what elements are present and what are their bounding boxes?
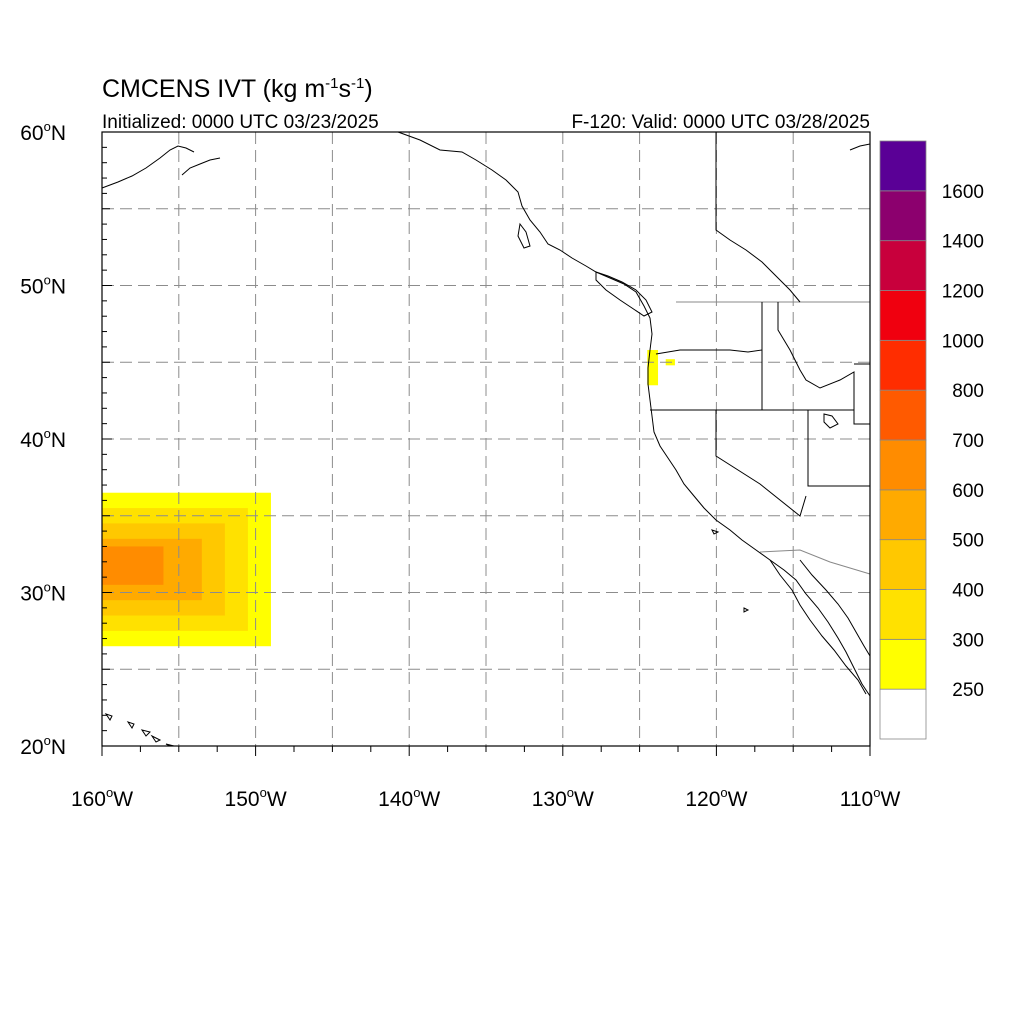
ca-nv-border xyxy=(715,410,807,517)
lat-label: 20oN xyxy=(20,733,66,759)
lat-label: 60oN xyxy=(20,119,66,145)
colorbar-swatch xyxy=(879,389,927,441)
lon-label: 140oW xyxy=(378,785,440,811)
longitude-labels: 160oW 150oW 140oW 130oW 120oW 110oW xyxy=(71,785,901,811)
hudson-fragment xyxy=(849,143,871,151)
colorbar-swatch xyxy=(879,190,927,242)
haida-gwaii xyxy=(517,222,531,249)
colorbar-label: 300 xyxy=(952,630,984,651)
colorbar-label: 1200 xyxy=(942,282,984,303)
lon-label: 130oW xyxy=(532,785,594,811)
ivt-region-4 xyxy=(102,546,164,585)
colorbar-label: 1400 xyxy=(942,232,984,253)
colorbar-label: 800 xyxy=(952,381,984,402)
west-coast-line xyxy=(397,131,871,697)
initialized-label: Initialized: 0000 UTC 03/23/2025 xyxy=(102,112,379,133)
hawaii-islands xyxy=(104,713,175,747)
coastlines xyxy=(101,131,871,747)
colorbar-swatch xyxy=(879,339,927,391)
colorbar-label: 500 xyxy=(952,531,984,552)
colorbar-swatch xyxy=(879,240,927,291)
figure-title: CMCENS IVT (kg m-1s-1) xyxy=(102,75,373,103)
colorbar-label: 1000 xyxy=(942,331,984,352)
valid-time-label: F-120: Valid: 0000 UTC 03/28/2025 xyxy=(571,112,870,133)
or-ca-border xyxy=(650,409,870,425)
colorbar-swatch xyxy=(879,589,927,640)
political-borders xyxy=(650,132,871,575)
nv-ut-az-border xyxy=(807,410,870,487)
great-salt-lake xyxy=(823,413,839,429)
gulf-coast xyxy=(799,559,871,657)
map-area xyxy=(101,131,871,756)
idaho-border xyxy=(761,302,855,410)
alaska-coast xyxy=(101,145,195,189)
lon-label: 150oW xyxy=(225,785,287,811)
bc-alberta-border xyxy=(715,132,801,303)
colorbar-swatch xyxy=(879,140,927,192)
baja-coast xyxy=(769,559,867,695)
colorbar-swatch xyxy=(879,290,927,341)
lon-label: 160oW xyxy=(71,785,133,811)
lon-label: 110oW xyxy=(840,785,901,811)
lat-label: 30oN xyxy=(20,580,66,606)
lat-label: 50oN xyxy=(20,273,66,299)
colorbar-label: 600 xyxy=(952,481,984,502)
colorbar-swatch xyxy=(879,539,927,590)
colorbar-swatch xyxy=(879,489,927,541)
colorbar-label: 400 xyxy=(952,581,984,602)
alaska-islands xyxy=(181,157,221,176)
ivt-shading-layer xyxy=(102,349,675,647)
colorbar: 250 300 400 500 600 700 800 1000 1200 1400 1600 xyxy=(879,140,984,740)
lat-label: 40oN xyxy=(20,426,66,452)
graticule xyxy=(102,132,870,746)
colorbar-label: 250 xyxy=(952,680,984,701)
channel-islands xyxy=(711,529,750,613)
colorbar-label: 1600 xyxy=(942,182,984,203)
ivt-region-5 xyxy=(647,349,659,386)
colorbar-swatch xyxy=(879,638,927,690)
colorbar-swatch xyxy=(879,688,927,740)
colorbar-label: 700 xyxy=(952,431,984,452)
us-mexico-border xyxy=(759,549,871,575)
axis-ticks xyxy=(101,131,871,756)
latitude-labels: 60oN 50oN 40oN 30oN 20oN xyxy=(20,119,66,759)
colorbar-swatch xyxy=(879,439,927,491)
vancouver-island xyxy=(595,271,653,317)
lon-label: 120oW xyxy=(685,785,747,811)
